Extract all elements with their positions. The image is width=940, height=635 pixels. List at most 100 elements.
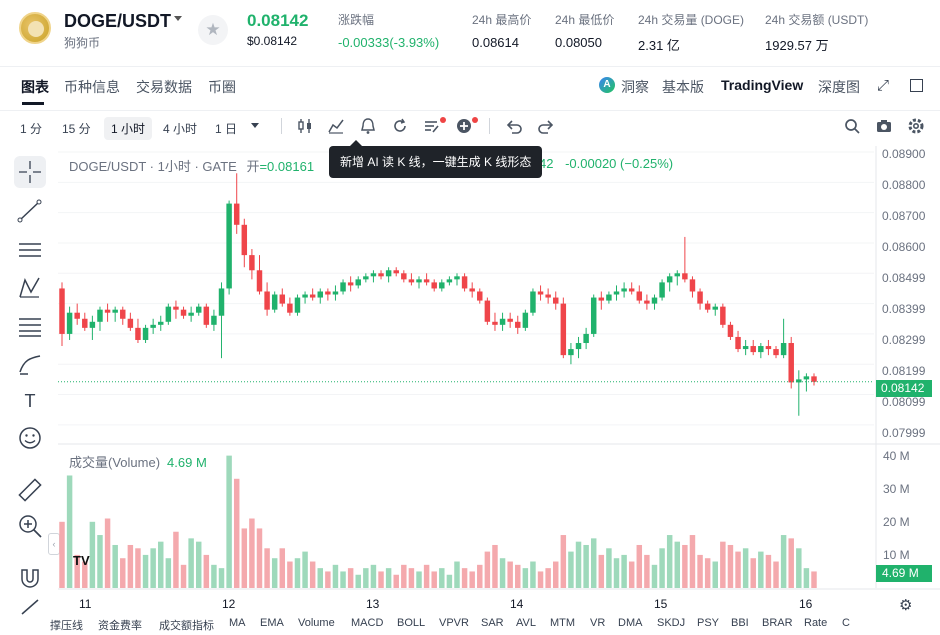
search-icon[interactable] bbox=[843, 117, 861, 135]
tab-insight[interactable]: 洞察 bbox=[621, 79, 649, 95]
indicator-item[interactable]: BBI bbox=[731, 617, 749, 629]
indicator-item[interactable]: SKDJ bbox=[657, 617, 686, 629]
indicator-item[interactable]: 成交额指标 bbox=[159, 620, 214, 632]
lock-drawing-icon[interactable] bbox=[14, 596, 46, 628]
expand-icon[interactable]: ⤢ bbox=[877, 77, 890, 94]
redo-icon[interactable] bbox=[537, 117, 555, 135]
stat-change: 涨跌幅 -0.00333(-3.93%) bbox=[338, 11, 439, 50]
stat-label: 24h 最高价 bbox=[472, 13, 532, 27]
time-axis-tick: 16 bbox=[799, 597, 813, 611]
ai-insight-icon[interactable]: A bbox=[599, 77, 615, 93]
pair-selector[interactable]: DOGE/USDT bbox=[64, 11, 172, 31]
volume-bar bbox=[720, 541, 726, 588]
candle-body bbox=[811, 376, 817, 382]
horizontal-lines-icon[interactable] bbox=[14, 234, 46, 266]
indicator-item[interactable]: BRAR bbox=[762, 617, 793, 629]
indicator-item[interactable]: PSY bbox=[697, 617, 720, 629]
undo-icon[interactable] bbox=[505, 117, 523, 135]
indicator-icon[interactable] bbox=[327, 117, 345, 135]
tab-depth-chart[interactable]: 深度图 bbox=[818, 79, 860, 95]
stat-high: 24h 最高价 0.08614 bbox=[472, 11, 531, 50]
toolbar-divider bbox=[281, 118, 282, 134]
text-icon[interactable]: T bbox=[24, 391, 36, 411]
tab-trade-data[interactable]: 交易数据 bbox=[136, 79, 192, 95]
candle-body bbox=[477, 291, 483, 301]
ai-read-icon[interactable] bbox=[423, 117, 441, 135]
volume-bar bbox=[469, 571, 475, 588]
indicator-item[interactable]: MTM bbox=[550, 617, 576, 629]
camera-icon[interactable] bbox=[875, 117, 893, 135]
trend-line-icon[interactable] bbox=[14, 195, 46, 227]
indicator-item[interactable]: VR bbox=[590, 617, 606, 629]
add-icon[interactable] bbox=[455, 117, 473, 135]
volume-bar bbox=[583, 544, 589, 588]
star-icon[interactable]: ★ bbox=[198, 15, 228, 45]
crosshair-icon[interactable] bbox=[14, 156, 46, 188]
fibonacci-icon[interactable] bbox=[14, 310, 46, 342]
indicator-item[interactable]: SAR bbox=[481, 617, 504, 629]
timeframe-1d[interactable]: 1 日 bbox=[215, 122, 238, 136]
indicator-item[interactable]: VPVR bbox=[439, 617, 469, 629]
magnet-icon[interactable] bbox=[14, 562, 46, 594]
volume-bar bbox=[454, 561, 460, 588]
timeframe-1m[interactable]: 1 分 bbox=[20, 122, 43, 136]
alert-icon[interactable] bbox=[359, 117, 377, 135]
price-axis-tick: 0.07999 bbox=[882, 426, 926, 440]
chevron-down-icon[interactable] bbox=[251, 123, 259, 128]
indicator-item[interactable]: EMA bbox=[260, 617, 284, 629]
candle-body bbox=[195, 306, 202, 313]
stat-value: 1929.57 万 bbox=[765, 38, 829, 53]
volume-bar bbox=[689, 535, 696, 588]
volume-bar bbox=[416, 571, 422, 588]
chart-settings-icon[interactable]: ⚙ bbox=[899, 597, 913, 614]
indicator-item[interactable]: BOLL bbox=[397, 617, 426, 629]
candle-body bbox=[461, 276, 468, 289]
timeframe-4h[interactable]: 4 小时 bbox=[163, 122, 198, 136]
candle-body bbox=[765, 346, 772, 350]
candlestick-chart[interactable] bbox=[0, 146, 940, 615]
volume-bar bbox=[74, 554, 80, 588]
indicator-item[interactable]: 资金费率 bbox=[98, 620, 142, 632]
indicator-item[interactable]: 撑压线 bbox=[50, 620, 83, 632]
brush-icon[interactable] bbox=[14, 348, 46, 380]
ruler-icon[interactable] bbox=[14, 474, 46, 506]
timeframe-1h[interactable]: 1 小时 bbox=[104, 117, 153, 140]
indicator-item[interactable]: Rate bbox=[804, 617, 828, 629]
indicator-item[interactable]: Volume bbox=[298, 617, 335, 629]
candle-body bbox=[735, 336, 741, 350]
volume-bar bbox=[127, 544, 134, 588]
replay-icon[interactable] bbox=[391, 117, 409, 135]
volume-axis-tick: 10 M bbox=[883, 548, 910, 562]
price-axis-tick: 0.08900 bbox=[882, 147, 926, 161]
volume-bar bbox=[803, 568, 810, 588]
zoom-in-icon[interactable] bbox=[14, 510, 46, 542]
tab-tradingview[interactable]: TradingView bbox=[721, 77, 804, 93]
candles-icon[interactable] bbox=[296, 117, 314, 135]
window-icon[interactable] bbox=[910, 79, 923, 92]
emoji-icon[interactable] bbox=[14, 422, 46, 454]
settings-icon[interactable] bbox=[907, 117, 925, 135]
tab-chart[interactable]: 图表 bbox=[21, 79, 49, 95]
chevron-down-icon[interactable] bbox=[174, 16, 182, 21]
indicator-item[interactable]: MACD bbox=[351, 617, 384, 629]
tab-community[interactable]: 币圈 bbox=[208, 79, 236, 95]
candle-body bbox=[484, 300, 491, 322]
time-axis-tick: 13 bbox=[366, 597, 380, 611]
candle-body bbox=[575, 343, 582, 350]
candle-body bbox=[211, 315, 217, 325]
volume-bar bbox=[575, 541, 582, 588]
volume-bar bbox=[439, 568, 445, 588]
indicator-item[interactable]: C bbox=[842, 617, 850, 629]
candle-body bbox=[317, 291, 323, 298]
candle-body bbox=[666, 276, 673, 283]
indicator-item[interactable]: AVL bbox=[516, 617, 536, 629]
timeframe-15m[interactable]: 15 分 bbox=[62, 122, 91, 136]
tab-coin-info[interactable]: 币种信息 bbox=[64, 79, 120, 95]
current-price-tag: 0.08142 bbox=[876, 380, 932, 397]
pattern-icon[interactable] bbox=[14, 272, 46, 304]
volume-bar bbox=[545, 568, 551, 588]
notification-dot bbox=[472, 117, 478, 123]
indicator-item[interactable]: DMA bbox=[618, 617, 643, 629]
tab-basic[interactable]: 基本版 bbox=[662, 79, 704, 95]
indicator-item[interactable]: MA bbox=[229, 617, 246, 629]
